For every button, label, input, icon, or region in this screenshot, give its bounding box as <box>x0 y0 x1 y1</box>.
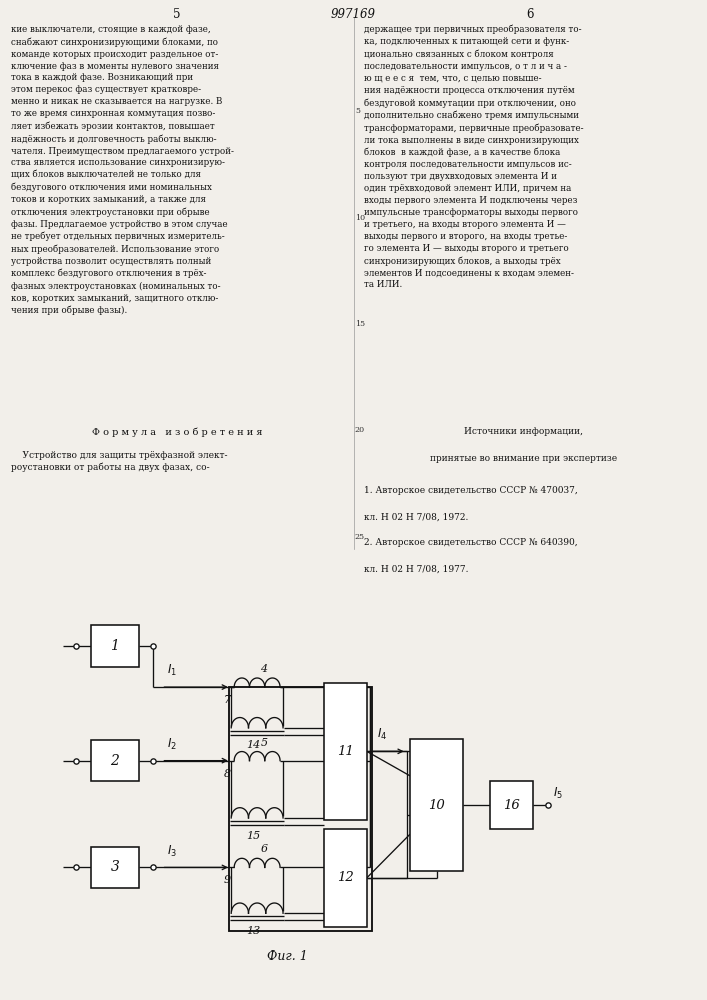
Text: 997169: 997169 <box>331 8 376 21</box>
Text: $I_4$: $I_4$ <box>377 727 387 742</box>
Text: 5: 5 <box>173 8 180 21</box>
Text: Фиг. 1: Фиг. 1 <box>267 950 308 963</box>
Text: 9: 9 <box>223 875 231 885</box>
Text: 15: 15 <box>355 320 365 328</box>
Text: кие выключатели, стоящие в каждой фазе,
снабжают синхронизирующими блоками, по
к: кие выключатели, стоящие в каждой фазе, … <box>11 25 233 315</box>
Text: 10: 10 <box>355 214 365 222</box>
Text: Ф о р м у л а   и з о б р е т е н и я: Ф о р м у л а и з о б р е т е н и я <box>91 427 262 437</box>
Text: 1. Авторское свидетельство СССР № 470037,: 1. Авторское свидетельство СССР № 470037… <box>364 486 578 495</box>
Text: 6: 6 <box>260 844 267 854</box>
Text: кл. Н 02 Н 7/08, 1972.: кл. Н 02 Н 7/08, 1972. <box>364 512 469 521</box>
Text: $I_2$: $I_2$ <box>167 737 177 752</box>
Bar <box>91 740 139 781</box>
Bar <box>91 847 139 888</box>
Text: 2. Авторское свидетельство СССР № 640390,: 2. Авторское свидетельство СССР № 640390… <box>364 538 578 547</box>
Bar <box>410 739 463 871</box>
Text: Источники информации,: Источники информации, <box>464 427 583 436</box>
Text: Устройство для защиты трёхфазной элект-
роустановки от работы на двух фазах, со-: Устройство для защиты трёхфазной элект- … <box>11 451 227 472</box>
Text: 16: 16 <box>503 799 520 812</box>
Text: 11: 11 <box>337 745 354 758</box>
Text: 5: 5 <box>355 107 360 115</box>
Text: 5: 5 <box>260 738 267 748</box>
Text: $I_3$: $I_3$ <box>167 844 177 859</box>
Bar <box>324 683 367 820</box>
Text: 15: 15 <box>247 831 261 841</box>
Text: 25: 25 <box>355 533 365 541</box>
Text: 6: 6 <box>527 8 534 21</box>
Text: 10: 10 <box>428 799 445 812</box>
Bar <box>91 625 139 667</box>
Text: 13: 13 <box>247 926 261 936</box>
Text: держащее три первичных преобразователя то-
ка, подключенных к питающей сети и фу: держащее три первичных преобразователя т… <box>364 25 584 289</box>
Text: кл. Н 02 Н 7/08, 1977.: кл. Н 02 Н 7/08, 1977. <box>364 565 469 574</box>
Text: 4: 4 <box>260 664 267 674</box>
Text: 12: 12 <box>337 871 354 884</box>
Bar <box>490 781 533 829</box>
Text: $I_5$: $I_5$ <box>553 786 563 801</box>
Text: 8: 8 <box>223 769 231 779</box>
Text: принятые во внимание при экспертизе: принятые во внимание при экспертизе <box>430 454 617 463</box>
Bar <box>228 687 372 931</box>
Text: 7: 7 <box>223 695 231 705</box>
Text: 1: 1 <box>110 639 119 653</box>
Text: 20: 20 <box>355 426 365 434</box>
Text: 3: 3 <box>110 860 119 874</box>
Text: $I_1$: $I_1$ <box>167 663 177 678</box>
Text: 2: 2 <box>110 754 119 768</box>
Text: 14: 14 <box>247 740 261 750</box>
Bar <box>324 829 367 927</box>
